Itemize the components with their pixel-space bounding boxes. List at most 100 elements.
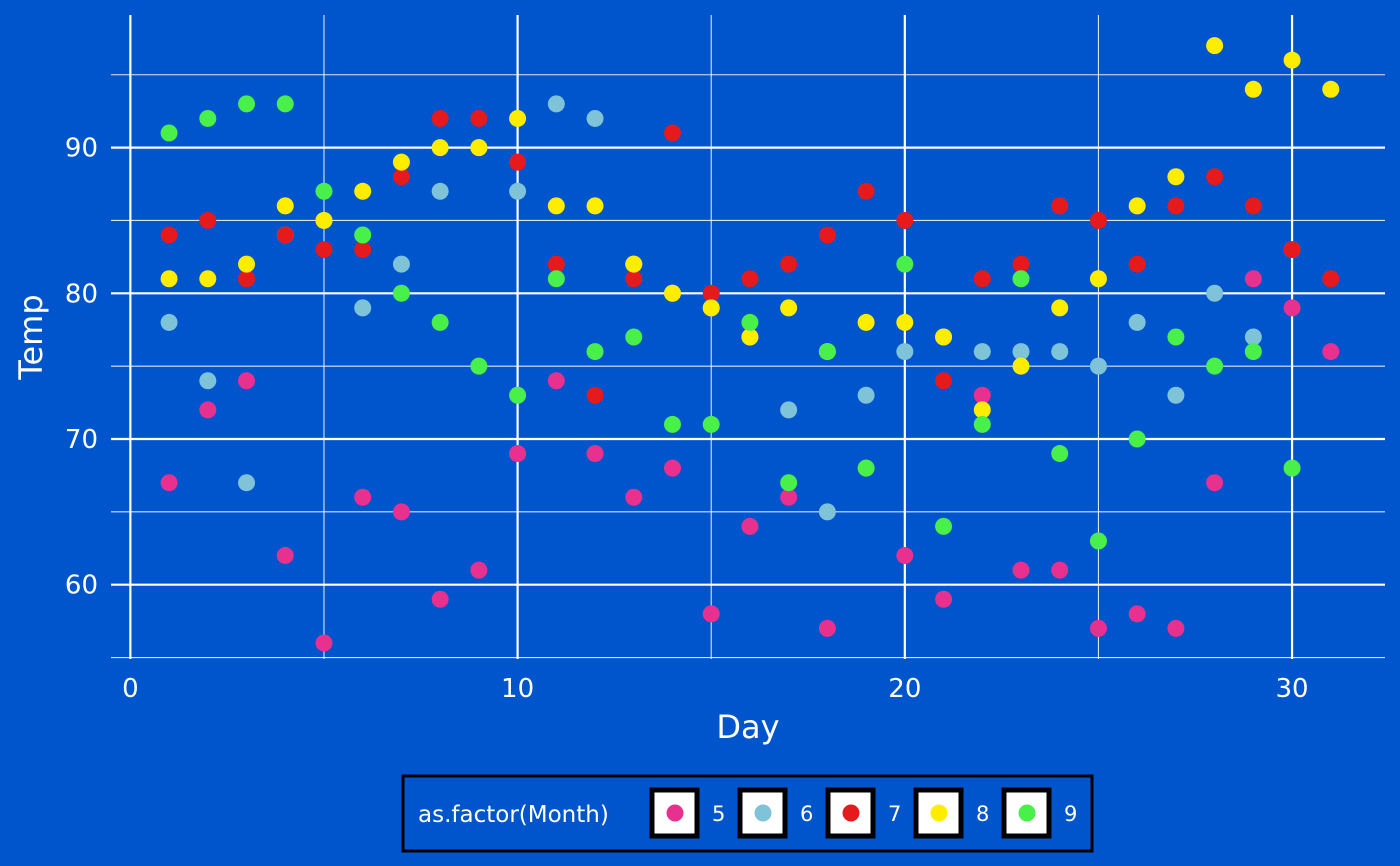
data-point-month-8 <box>431 139 449 157</box>
data-point-month-6 <box>1128 313 1146 331</box>
data-point-month-9 <box>1089 532 1107 550</box>
x-tick-label: 0 <box>122 674 139 704</box>
legend-swatch-5 <box>666 804 684 822</box>
data-point-month-5 <box>586 445 604 463</box>
data-point-month-5 <box>1051 561 1069 579</box>
data-point-month-7 <box>935 372 953 390</box>
data-point-month-7 <box>547 255 565 273</box>
data-point-month-6 <box>392 255 410 273</box>
data-point-month-5 <box>392 503 410 521</box>
data-point-month-7 <box>238 270 256 288</box>
data-point-month-6 <box>160 313 178 331</box>
data-point-month-7 <box>315 241 333 259</box>
data-point-month-5 <box>199 401 217 419</box>
data-point-month-7 <box>625 270 643 288</box>
data-point-month-6 <box>547 95 565 113</box>
data-point-month-7 <box>1051 197 1069 215</box>
data-point-month-9 <box>354 226 372 244</box>
data-point-month-7 <box>1128 255 1146 273</box>
data-point-month-7 <box>702 284 720 302</box>
legend-swatch-6 <box>754 804 772 822</box>
data-point-month-6 <box>1051 343 1069 361</box>
data-point-month-6 <box>238 474 256 492</box>
data-point-month-6 <box>1244 328 1262 346</box>
data-point-month-7 <box>973 270 991 288</box>
data-point-month-7 <box>780 255 798 273</box>
y-tick-label: 90 <box>65 134 98 164</box>
data-point-month-5 <box>702 605 720 623</box>
data-point-month-9 <box>1283 459 1301 477</box>
data-point-month-5 <box>625 488 643 506</box>
data-point-month-5 <box>547 372 565 390</box>
data-point-month-8 <box>354 182 372 200</box>
data-point-month-8 <box>1051 299 1069 317</box>
data-point-month-8 <box>1089 270 1107 288</box>
data-point-month-8 <box>625 255 643 273</box>
data-point-month-8 <box>857 313 875 331</box>
legend-label-8: 8 <box>976 802 989 826</box>
data-point-month-8 <box>470 139 488 157</box>
data-point-month-5 <box>935 590 953 608</box>
data-point-month-6 <box>586 109 604 127</box>
data-point-month-8 <box>199 270 217 288</box>
legend-box <box>401 774 1094 853</box>
data-point-month-9 <box>702 415 720 433</box>
data-point-month-8 <box>238 255 256 273</box>
tick-labels: 0 10 20 30 60 70 80 90 <box>65 134 1309 704</box>
data-point-month-8 <box>702 299 720 317</box>
data-point-month-7 <box>1322 270 1340 288</box>
data-point-month-9 <box>896 255 914 273</box>
data-point-month-9 <box>973 415 991 433</box>
grid <box>111 15 1385 659</box>
data-point-month-8 <box>1206 37 1224 55</box>
legend-swatch-7 <box>842 804 860 822</box>
data-point-month-7 <box>586 386 604 404</box>
data-point-month-5 <box>780 488 798 506</box>
data-point-month-7 <box>1089 211 1107 229</box>
data-point-month-8 <box>896 313 914 331</box>
data-point-month-5 <box>818 619 836 637</box>
legend-title: as.factor(Month) <box>418 802 609 828</box>
data-point-month-5 <box>896 547 914 565</box>
data-point-month-7 <box>1244 197 1262 215</box>
y-tick-label: 70 <box>65 425 98 455</box>
data-point-month-9 <box>470 357 488 375</box>
data-point-month-8 <box>1322 80 1340 98</box>
data-point-month-6 <box>1089 357 1107 375</box>
data-point-month-5 <box>509 445 527 463</box>
data-point-month-9 <box>276 95 294 113</box>
data-point-month-7 <box>1012 255 1030 273</box>
data-point-month-6 <box>509 182 527 200</box>
data-point-month-7 <box>741 270 759 288</box>
data-point-month-7 <box>818 226 836 244</box>
data-point-month-7 <box>160 226 178 244</box>
legend-label-7: 7 <box>888 802 901 826</box>
data-points <box>160 37 1340 652</box>
data-point-month-7 <box>857 182 875 200</box>
data-point-month-8 <box>1128 197 1146 215</box>
legend-swatch-9 <box>1018 804 1036 822</box>
x-tick-label: 30 <box>1276 674 1309 704</box>
data-point-month-8 <box>780 299 798 317</box>
data-point-month-9 <box>1244 343 1262 361</box>
data-point-month-7 <box>1167 197 1185 215</box>
data-point-month-8 <box>1244 80 1262 98</box>
data-point-month-6 <box>896 343 914 361</box>
data-point-month-9 <box>741 313 759 331</box>
data-point-month-7 <box>470 109 488 127</box>
data-point-month-5 <box>431 590 449 608</box>
legend: as.factor(Month) 5 6 7 8 9 <box>401 774 1094 853</box>
data-point-month-7 <box>276 226 294 244</box>
data-point-month-9 <box>818 343 836 361</box>
legend-label-6: 6 <box>800 802 813 826</box>
data-point-month-9 <box>663 415 681 433</box>
data-point-month-9 <box>315 182 333 200</box>
data-point-month-9 <box>160 124 178 142</box>
data-point-month-5 <box>315 634 333 652</box>
data-point-month-6 <box>1167 386 1185 404</box>
data-point-month-5 <box>1089 619 1107 637</box>
x-tick-label: 10 <box>501 674 534 704</box>
data-point-month-6 <box>973 343 991 361</box>
data-point-month-7 <box>354 241 372 259</box>
data-point-month-6 <box>857 386 875 404</box>
